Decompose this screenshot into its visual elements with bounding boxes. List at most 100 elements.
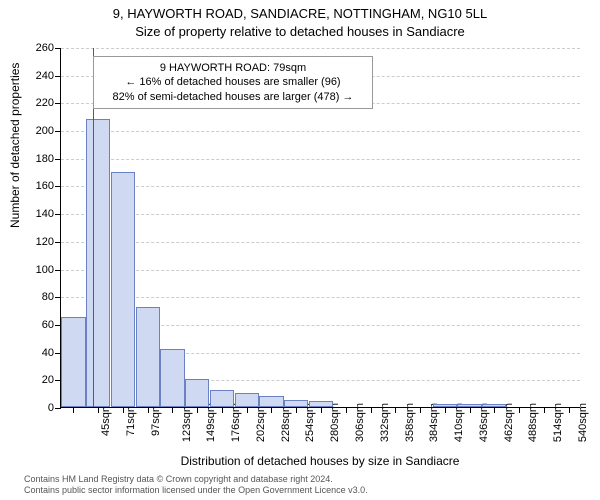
y-tick-label: 180 (24, 153, 54, 165)
x-tick-label: 254sqm (305, 403, 317, 442)
y-tick-label: 160 (24, 180, 54, 192)
x-tick-label: 410sqm (453, 403, 465, 442)
y-tick-label: 60 (24, 319, 54, 331)
y-tick-label: 80 (24, 291, 54, 303)
y-tick-label: 240 (24, 70, 54, 82)
y-tick-label: 20 (24, 374, 54, 386)
y-tick (55, 76, 61, 77)
y-tick (55, 242, 61, 243)
gridline (61, 270, 580, 271)
gridline (61, 297, 580, 298)
x-tick-label: 71sqm (125, 403, 137, 436)
x-tick-label: 540sqm (577, 403, 589, 442)
x-tick-label: 306sqm (354, 403, 366, 442)
y-tick-label: 40 (24, 347, 54, 359)
y-tick (55, 186, 61, 187)
x-tick-label: 280sqm (329, 403, 341, 442)
x-tick (296, 407, 297, 413)
x-tick (494, 407, 495, 413)
bar (86, 119, 110, 407)
y-tick (55, 325, 61, 326)
y-tick-label: 140 (24, 208, 54, 220)
x-tick (346, 407, 347, 413)
x-tick-label: 384sqm (428, 403, 440, 442)
x-tick-label: 45sqm (100, 403, 112, 436)
x-tick-label: 514sqm (552, 403, 564, 442)
footer-line1: Contains HM Land Registry data © Crown c… (24, 474, 368, 485)
y-tick (55, 353, 61, 354)
x-tick-label: 332sqm (379, 403, 391, 442)
y-tick-label: 100 (24, 264, 54, 276)
x-tick-label: 176sqm (230, 403, 242, 442)
x-tick (371, 407, 372, 413)
x-tick (544, 407, 545, 413)
y-tick (55, 214, 61, 215)
x-axis-label: Distribution of detached houses by size … (60, 454, 580, 468)
x-tick-label: 436sqm (478, 403, 490, 442)
plot-area: 02040608010012014016018020022024026045sq… (60, 48, 580, 408)
x-tick-label: 462sqm (503, 403, 515, 442)
gridline (61, 242, 580, 243)
x-tick (123, 407, 124, 413)
y-tick (55, 48, 61, 49)
y-tick (55, 408, 61, 409)
y-tick-label: 220 (24, 97, 54, 109)
x-tick (569, 407, 570, 413)
y-tick-label: 0 (24, 402, 54, 414)
x-tick (395, 407, 396, 413)
x-tick (445, 407, 446, 413)
y-tick (55, 297, 61, 298)
x-tick-label: 202sqm (255, 403, 267, 442)
bar (235, 393, 259, 407)
x-tick-label: 149sqm (206, 403, 218, 442)
x-tick (321, 407, 322, 413)
x-tick-label: 228sqm (280, 403, 292, 442)
chart-subtitle: Size of property relative to detached ho… (0, 24, 600, 39)
x-tick (519, 407, 520, 413)
x-tick (470, 407, 471, 413)
gridline (61, 214, 580, 215)
annotation-line2: ← 16% of detached houses are smaller (96… (102, 75, 364, 89)
gridline (61, 186, 580, 187)
x-tick (247, 407, 248, 413)
gridline (61, 159, 580, 160)
chart-container: 9, HAYWORTH ROAD, SANDIACRE, NOTTINGHAM,… (0, 0, 600, 500)
bar (111, 172, 135, 407)
y-tick-label: 260 (24, 42, 54, 54)
footer-attribution: Contains HM Land Registry data © Crown c… (24, 474, 368, 496)
y-tick-label: 120 (24, 236, 54, 248)
chart-title: 9, HAYWORTH ROAD, SANDIACRE, NOTTINGHAM,… (0, 6, 600, 21)
bar (284, 400, 308, 407)
y-axis-label: Number of detached properties (8, 63, 22, 228)
y-tick (55, 270, 61, 271)
bar (160, 349, 184, 407)
x-tick (420, 407, 421, 413)
bar (259, 396, 283, 407)
footer-line2: Contains public sector information licen… (24, 485, 368, 496)
bar (136, 307, 160, 407)
x-tick-label: 123sqm (181, 403, 193, 442)
x-tick (98, 407, 99, 413)
x-tick-label: 97sqm (150, 403, 162, 436)
x-tick (172, 407, 173, 413)
x-tick (148, 407, 149, 413)
bar (61, 317, 85, 407)
y-tick (55, 103, 61, 104)
marker-annotation: 9 HAYWORTH ROAD: 79sqm ← 16% of detached… (93, 56, 373, 109)
y-tick (55, 380, 61, 381)
x-tick (222, 407, 223, 413)
x-tick-label: 358sqm (404, 403, 416, 442)
x-tick (73, 407, 74, 413)
x-tick-label: 488sqm (527, 403, 539, 442)
x-tick (271, 407, 272, 413)
gridline (61, 131, 580, 132)
y-tick (55, 131, 61, 132)
bar (185, 379, 209, 407)
gridline (61, 48, 580, 49)
annotation-line3: 82% of semi-detached houses are larger (… (102, 90, 364, 104)
bar (210, 390, 234, 407)
y-tick-label: 200 (24, 125, 54, 137)
annotation-line1: 9 HAYWORTH ROAD: 79sqm (102, 61, 364, 75)
y-tick (55, 159, 61, 160)
x-tick (197, 407, 198, 413)
